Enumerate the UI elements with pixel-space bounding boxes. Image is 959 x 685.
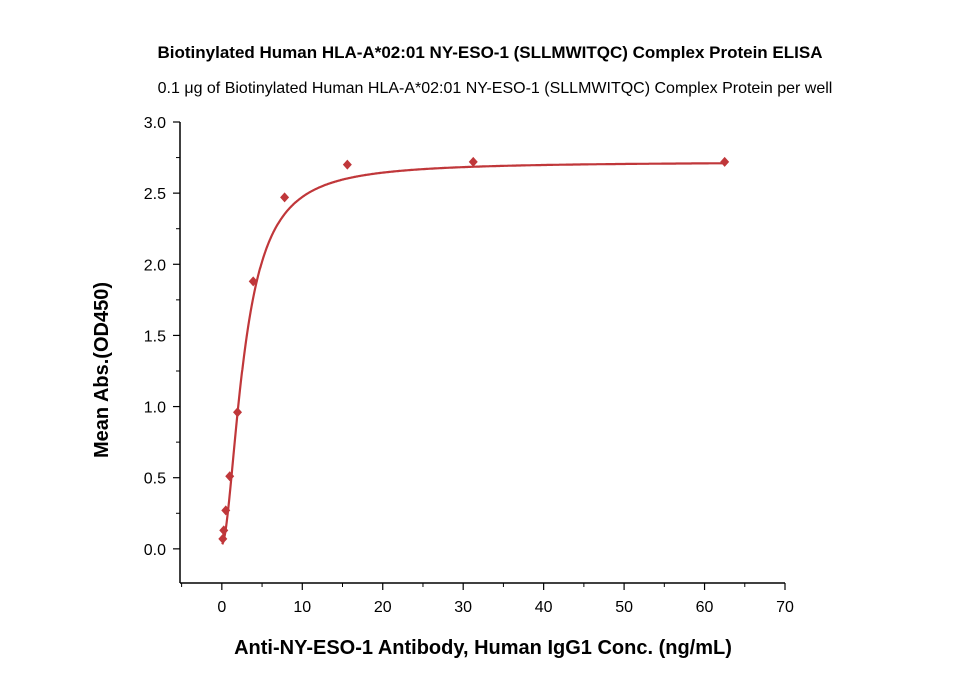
x-tick-label: 10: [293, 599, 311, 616]
x-tick-label: 30: [454, 599, 472, 616]
x-tick-label: 0: [217, 599, 226, 616]
y-tick-label: 1.5: [144, 328, 166, 345]
y-tick-label: 0.0: [144, 542, 166, 559]
data-point: [248, 276, 258, 287]
data-point: [468, 156, 478, 167]
y-axis-label: Mean Abs.(OD450): [91, 282, 113, 458]
y-tick-label: 0.5: [144, 471, 166, 488]
y-tick-label: 2.0: [144, 257, 166, 274]
x-tick-label: 40: [535, 599, 553, 616]
data-point: [218, 533, 228, 544]
data-point: [720, 156, 730, 167]
x-tick-label: 20: [374, 599, 392, 616]
x-tick-label: 70: [776, 599, 794, 616]
data-point: [342, 159, 352, 170]
chart-subtitle: 0.1 μg of Biotinylated Human HLA-A*02:01…: [158, 80, 833, 97]
x-axis-label: Anti-NY-ESO-1 Antibody, Human IgG1 Conc.…: [234, 637, 732, 659]
chart-title: Biotinylated Human HLA-A*02:01 NY-ESO-1 …: [158, 43, 823, 62]
data-point: [219, 525, 229, 536]
x-tick-label: 50: [615, 599, 633, 616]
x-tick-label: 60: [696, 599, 714, 616]
y-tick-label: 3.0: [144, 115, 166, 132]
fit-curve: [221, 162, 725, 545]
data-point: [221, 505, 231, 516]
data-point: [233, 407, 243, 418]
y-tick-label: 2.5: [144, 186, 166, 203]
y-tick-label: 1.0: [144, 400, 166, 417]
data-point: [280, 192, 290, 203]
data-point: [225, 471, 235, 482]
